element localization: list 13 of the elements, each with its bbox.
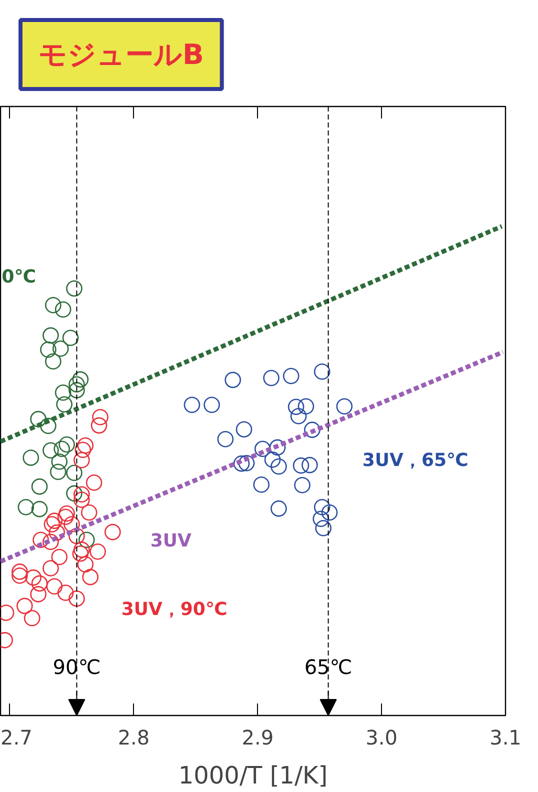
- x-tick-label: 3.0: [366, 726, 398, 750]
- x-tick-label: 3.1: [490, 726, 522, 750]
- series-label: 0℃: [2, 266, 36, 288]
- x-tick-label: 2.7: [0, 726, 32, 750]
- x-tick-label: 2.8: [118, 726, 150, 750]
- ref-line-label: 65℃: [304, 654, 352, 679]
- x-tick-label: 2.9: [242, 726, 274, 750]
- series-label: 3UV: [150, 530, 192, 552]
- ref-line-label: 90℃: [52, 654, 101, 679]
- series-label: 3UV，90℃: [121, 599, 228, 620]
- chart-title: モジュールB: [38, 38, 204, 71]
- text: 3UV，65℃: [362, 450, 468, 471]
- x-axis-title: 1000/T [1/K]: [178, 762, 328, 790]
